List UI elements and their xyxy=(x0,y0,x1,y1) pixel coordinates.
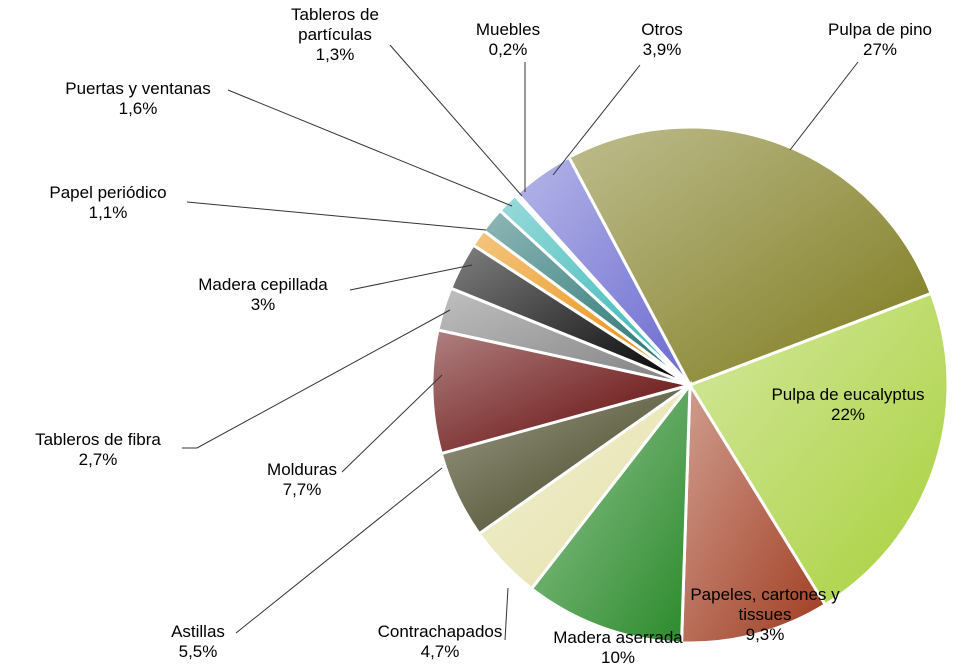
category-label: Muebles xyxy=(475,20,541,39)
category-label: Puertas y ventanas xyxy=(65,79,211,98)
pie-slice xyxy=(566,125,934,387)
category-label: Papel periódico xyxy=(49,183,167,202)
category-label: Contrachapados xyxy=(377,622,503,641)
value-label: 2,7% xyxy=(78,450,118,469)
slice-label: Astillas 5,5% xyxy=(138,622,258,662)
slice-label: Papel periódico 1,1% xyxy=(8,183,208,223)
leader-line xyxy=(182,309,451,449)
value-label: 5,5% xyxy=(178,642,218,661)
leader-line xyxy=(227,89,513,207)
category-label: Papeles, cartones y tissues xyxy=(690,585,840,624)
leader-line xyxy=(349,264,473,291)
slice-label: Molduras 7,7% xyxy=(242,460,362,500)
slice-label: Tableros de fibra 2,7% xyxy=(0,430,198,470)
leader-line xyxy=(389,44,523,197)
pie-slice xyxy=(679,379,828,645)
slice-label: Contrachapados 4,7% xyxy=(350,622,530,662)
category-label: Pulpa de eucalyptus xyxy=(771,385,925,404)
slice-label: Papeles, cartones y tissues 9,3% xyxy=(665,585,865,645)
pie-slice xyxy=(529,380,692,645)
value-label: 1,3% xyxy=(315,45,355,64)
leader-line xyxy=(186,201,487,231)
category-label: Madera cepillada xyxy=(198,275,328,294)
category-label: Otros xyxy=(641,20,683,39)
value-label: 7,7% xyxy=(282,480,322,499)
value-label: 0,2% xyxy=(488,40,528,59)
leader-line xyxy=(504,587,509,641)
slice-label: Muebles 0,2% xyxy=(448,20,568,60)
category-label: Molduras xyxy=(267,460,337,479)
leader-line xyxy=(789,61,859,151)
value-label: 27% xyxy=(862,40,898,59)
pie-slice xyxy=(430,328,691,456)
value-label: 4,7% xyxy=(420,642,460,661)
slice-label: Tableros de partículas 1,3% xyxy=(270,5,400,65)
value-label: 3,9% xyxy=(642,40,682,59)
slice-label: Otros 3,9% xyxy=(612,20,712,60)
slice-label: Puertas y ventanas 1,6% xyxy=(28,79,248,119)
pie-slice xyxy=(687,291,950,607)
slice-label: Madera cepillada 3% xyxy=(163,275,363,315)
leader-line xyxy=(235,467,443,634)
category-label: Tableros de partículas xyxy=(291,5,379,44)
category-label: Tableros de fibra xyxy=(35,430,161,449)
pie-slice xyxy=(515,155,692,387)
slice-label: Pulpa de eucalyptus 22% xyxy=(738,385,958,425)
value-label: 22% xyxy=(830,405,866,424)
category-label: Astillas xyxy=(171,622,225,641)
slice-label: Pulpa de pino 27% xyxy=(800,20,960,60)
value-label: 9,3% xyxy=(745,625,785,644)
value-label: 1,6% xyxy=(118,99,158,118)
leader-line xyxy=(552,64,641,176)
value-label: 1,1% xyxy=(88,203,128,222)
leader-line xyxy=(341,374,443,473)
value-label: 10% xyxy=(600,648,636,667)
category-label: Madera aserrada xyxy=(553,628,683,647)
value-label: 3% xyxy=(250,295,276,314)
slice-label: Madera aserrada 10% xyxy=(528,628,708,668)
category-label: Pulpa de pino xyxy=(828,20,932,39)
